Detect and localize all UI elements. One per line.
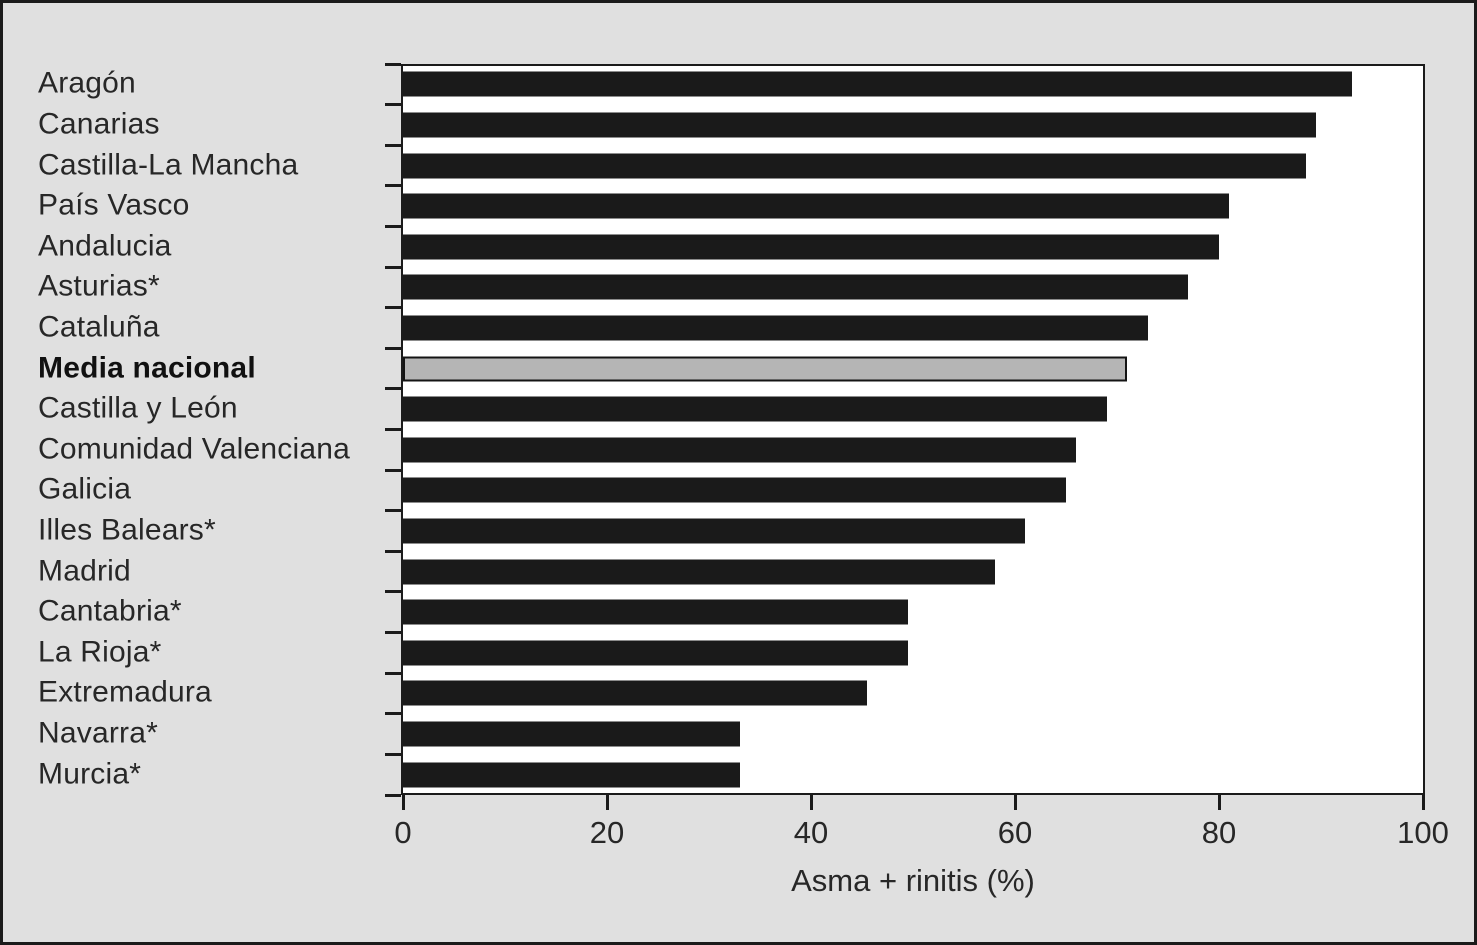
x-axis-tick-label: 100	[1397, 815, 1449, 850]
category-label: Navarra*	[38, 716, 158, 750]
category-label: Illes Balears*	[38, 513, 216, 547]
plot-area	[401, 64, 1425, 795]
bar	[403, 721, 740, 747]
bar	[403, 477, 1066, 503]
y-axis-tick	[385, 671, 401, 675]
category-label: Galicia	[38, 472, 132, 506]
bar	[403, 437, 1077, 463]
x-axis-tick	[1217, 795, 1221, 810]
bar	[403, 559, 995, 585]
bar	[403, 762, 740, 788]
category-label: Murcia*	[38, 757, 142, 791]
y-axis-tick	[385, 712, 401, 716]
category-label: Cantabria*	[38, 594, 182, 628]
y-axis-tick	[385, 509, 401, 513]
x-axis-tick-label: 80	[1201, 815, 1237, 850]
category-label: Andalucia	[38, 229, 172, 263]
y-axis-tick	[385, 752, 401, 756]
bar	[403, 153, 1306, 179]
average-bar	[403, 356, 1128, 382]
category-label: País Vasco	[38, 188, 190, 222]
category-label: Castilla-La Mancha	[38, 147, 299, 181]
y-axis-tick	[385, 549, 401, 553]
category-label: Asturias*	[38, 269, 160, 303]
y-axis-tick	[385, 428, 401, 431]
x-axis-title: Asma + rinitis (%)	[791, 863, 1035, 898]
bar	[403, 518, 1026, 544]
bar	[403, 193, 1230, 219]
y-axis-tick	[385, 265, 401, 269]
category-label: Castilla y León	[38, 391, 238, 425]
bar	[403, 396, 1107, 422]
y-axis-tick	[385, 62, 401, 66]
y-axis-tick	[385, 103, 401, 107]
category-label: Extremadura	[38, 675, 212, 709]
bar	[403, 315, 1148, 341]
x-axis-tick-label: 20	[589, 815, 625, 850]
y-axis-tick	[385, 590, 401, 594]
y-axis-tick	[385, 306, 401, 310]
bar	[403, 599, 908, 625]
x-axis-tick	[809, 795, 813, 810]
bar	[403, 112, 1316, 138]
bar	[403, 680, 868, 706]
x-axis-tick	[1421, 795, 1425, 810]
bar	[403, 640, 908, 666]
y-axis-tick	[385, 793, 401, 797]
y-axis-tick	[385, 224, 401, 228]
category-label: Madrid	[38, 553, 131, 587]
y-axis-tick	[385, 184, 401, 188]
bar	[403, 234, 1219, 260]
y-axis-tick	[385, 346, 401, 350]
category-label: La Rioja*	[38, 635, 162, 669]
y-axis-tick	[385, 387, 401, 391]
x-axis-tick-label: 60	[997, 815, 1033, 850]
category-label: Canarias	[38, 107, 160, 141]
x-axis-tick	[401, 795, 405, 810]
x-axis-tick	[1013, 795, 1017, 810]
x-axis-tick-label: 0	[394, 815, 412, 850]
category-label: Media nacional	[38, 350, 256, 384]
x-axis-tick-label: 40	[793, 815, 829, 850]
bar	[403, 274, 1189, 300]
category-label: Aragón	[38, 66, 136, 100]
y-axis-tick	[385, 468, 401, 472]
category-label: Comunidad Valenciana	[38, 432, 350, 466]
bar	[403, 71, 1352, 97]
y-axis-tick	[385, 143, 401, 147]
x-axis-tick	[605, 795, 609, 810]
category-label: Cataluña	[38, 310, 160, 344]
y-axis-tick	[385, 631, 401, 635]
